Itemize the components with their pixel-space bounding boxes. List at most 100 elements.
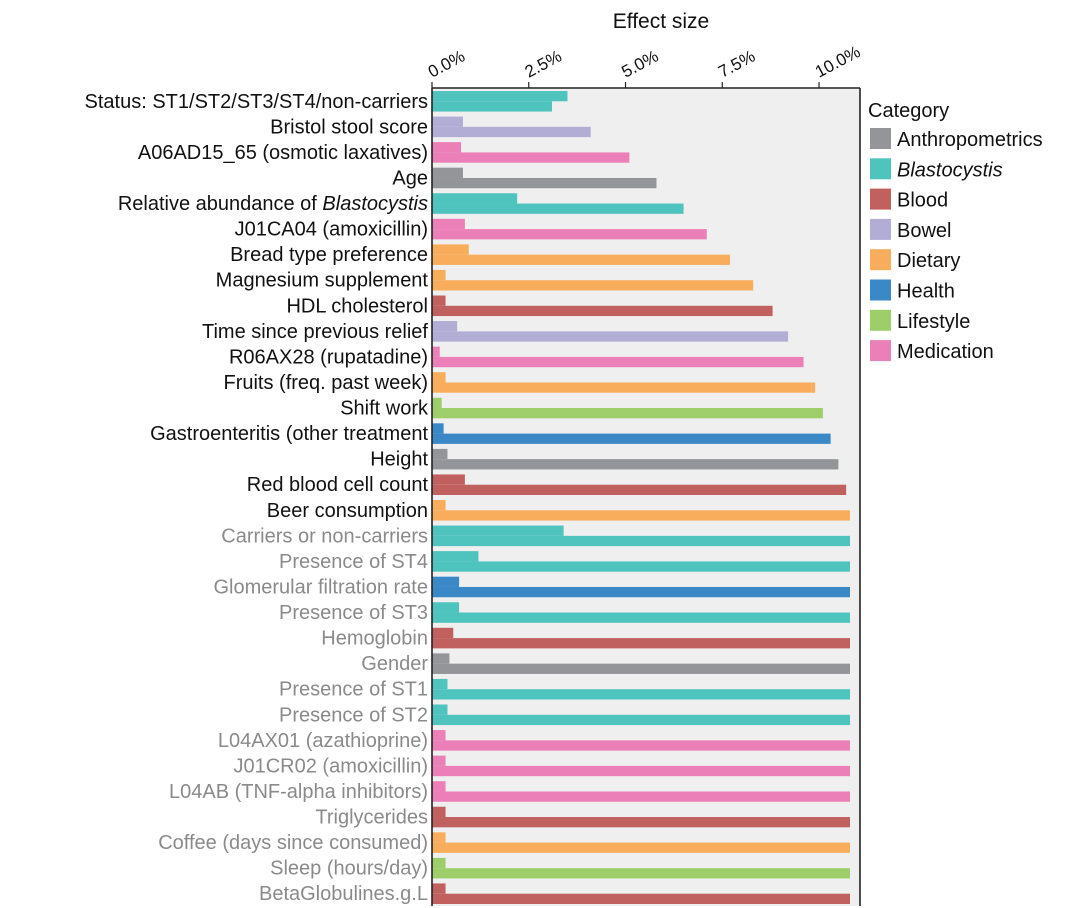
bar-lower bbox=[432, 152, 630, 163]
row-label: Relative abundance of Blastocystis bbox=[118, 193, 428, 215]
row-label: Triglycerides bbox=[315, 807, 428, 829]
row-label: Glomerular filtration rate bbox=[213, 576, 428, 598]
legend-label: Health bbox=[897, 281, 955, 303]
row-label: Hemoglobin bbox=[321, 628, 428, 650]
legend-swatch bbox=[870, 340, 891, 362]
bar-lower bbox=[432, 254, 731, 265]
x-tick-label: 0.0% bbox=[425, 47, 468, 82]
bar-lower bbox=[432, 586, 850, 598]
row-label: Time since previous relief bbox=[202, 321, 428, 343]
bar-upper bbox=[432, 91, 568, 102]
row-label: J01CA04 (amoxicillin) bbox=[235, 219, 428, 241]
x-axis-ticks: 0.0% 2.5% 5.0% 7.5% 10.0% bbox=[425, 42, 863, 89]
row-label: Shift work bbox=[340, 398, 429, 420]
bar-lower bbox=[432, 561, 850, 572]
legend-label: Dietary bbox=[897, 250, 960, 272]
bar-upper bbox=[432, 500, 446, 511]
x-tick-label: 5.0% bbox=[618, 47, 661, 82]
row-label: Beer consumption bbox=[267, 500, 428, 522]
row-label: Sleep (hours/day) bbox=[270, 858, 428, 880]
row-label: Magnesium supplement bbox=[216, 270, 429, 292]
row-label: A06AD15_65 (osmotic laxatives) bbox=[138, 142, 428, 164]
row-label: Fruits (freq. past week) bbox=[223, 372, 428, 394]
bar-lower bbox=[432, 868, 850, 879]
bar-upper bbox=[432, 883, 446, 894]
x-axis-title: Effect size bbox=[613, 10, 710, 33]
bar-upper bbox=[432, 397, 442, 409]
x-tick-label: 7.5% bbox=[715, 47, 758, 82]
legend-swatch bbox=[870, 158, 891, 180]
bar-lower bbox=[432, 433, 831, 444]
row-label: R06AX28 (rupatadine) bbox=[229, 346, 428, 368]
bar-upper bbox=[432, 372, 446, 383]
bar-upper bbox=[432, 423, 444, 434]
legend-label: Blood bbox=[897, 190, 948, 212]
row-label: Red blood cell count bbox=[247, 474, 429, 496]
row-label: Carriers or non-carriers bbox=[221, 525, 428, 547]
row-label: Presence of ST1 bbox=[279, 679, 428, 701]
legend-swatch bbox=[870, 279, 891, 301]
row-label: Bristol stool score bbox=[270, 116, 428, 138]
bar-lower bbox=[432, 817, 850, 828]
bar-lower bbox=[432, 612, 850, 623]
legend: Category Anthropometrics Blastocystis Bloo… bbox=[868, 100, 1043, 363]
legend-title: Category bbox=[868, 100, 949, 122]
bar-upper bbox=[432, 576, 460, 587]
bar-lower bbox=[432, 842, 850, 853]
bar-lower bbox=[432, 484, 847, 495]
row-label: L04AX01 (azathioprine) bbox=[218, 730, 428, 752]
bar-upper bbox=[432, 781, 446, 792]
bar-lower bbox=[432, 305, 773, 317]
bar-upper bbox=[432, 755, 446, 766]
bar-upper bbox=[432, 678, 448, 690]
bars-group bbox=[432, 91, 850, 904]
bar-lower bbox=[432, 714, 850, 726]
bar-upper bbox=[432, 218, 465, 230]
row-label: Height bbox=[370, 449, 428, 471]
row-label: Gender bbox=[361, 653, 428, 675]
bar-upper bbox=[432, 167, 463, 178]
bar-lower bbox=[432, 229, 707, 240]
legend-swatch bbox=[870, 309, 891, 331]
bar-lower bbox=[432, 791, 850, 802]
row-label: Age bbox=[392, 167, 428, 189]
bar-upper bbox=[432, 448, 448, 460]
bar-upper bbox=[432, 295, 446, 306]
bar-upper bbox=[432, 269, 446, 281]
row-label: BetaGlobulines.g.L bbox=[259, 883, 428, 905]
legend-label: Lifestyle bbox=[897, 311, 970, 333]
row-label: Bread type preference bbox=[230, 244, 428, 266]
bar-upper bbox=[432, 321, 458, 332]
bar-upper bbox=[432, 244, 469, 255]
bar-lower bbox=[432, 280, 754, 291]
bar-lower bbox=[432, 689, 850, 700]
bar-upper bbox=[432, 116, 463, 127]
row-label: Gastroenteritis (other treatment bbox=[150, 423, 428, 445]
bar-lower bbox=[432, 638, 850, 649]
bar-lower bbox=[432, 663, 850, 674]
bar-lower bbox=[432, 382, 816, 393]
row-labels-group: Status: ST1/ST2/ST3/ST4/non-carriers Bris… bbox=[85, 91, 429, 905]
row-label: J01CR02 (amoxicillin) bbox=[233, 755, 428, 777]
bar-upper bbox=[432, 832, 446, 843]
legend-label: Medication bbox=[897, 341, 994, 363]
legend-swatch bbox=[870, 249, 891, 271]
bar-upper bbox=[432, 730, 446, 741]
bar-lower bbox=[432, 535, 850, 547]
bar-upper bbox=[432, 551, 479, 562]
bar-lower bbox=[432, 203, 684, 214]
bar-upper bbox=[432, 806, 446, 818]
bar-lower bbox=[432, 893, 850, 904]
x-tick-label: 2.5% bbox=[522, 47, 565, 82]
legend-label: Blastocystis bbox=[897, 159, 1003, 181]
bar-upper bbox=[432, 193, 518, 204]
row-label: Presence of ST2 bbox=[279, 704, 428, 726]
bar-lower bbox=[432, 765, 850, 777]
bar-lower bbox=[432, 126, 591, 138]
bar-lower bbox=[432, 177, 657, 189]
bar-upper bbox=[432, 346, 440, 357]
bar-upper bbox=[432, 525, 564, 536]
row-label: Presence of ST4 bbox=[279, 551, 428, 573]
x-tick-label: 10.0% bbox=[812, 42, 863, 81]
